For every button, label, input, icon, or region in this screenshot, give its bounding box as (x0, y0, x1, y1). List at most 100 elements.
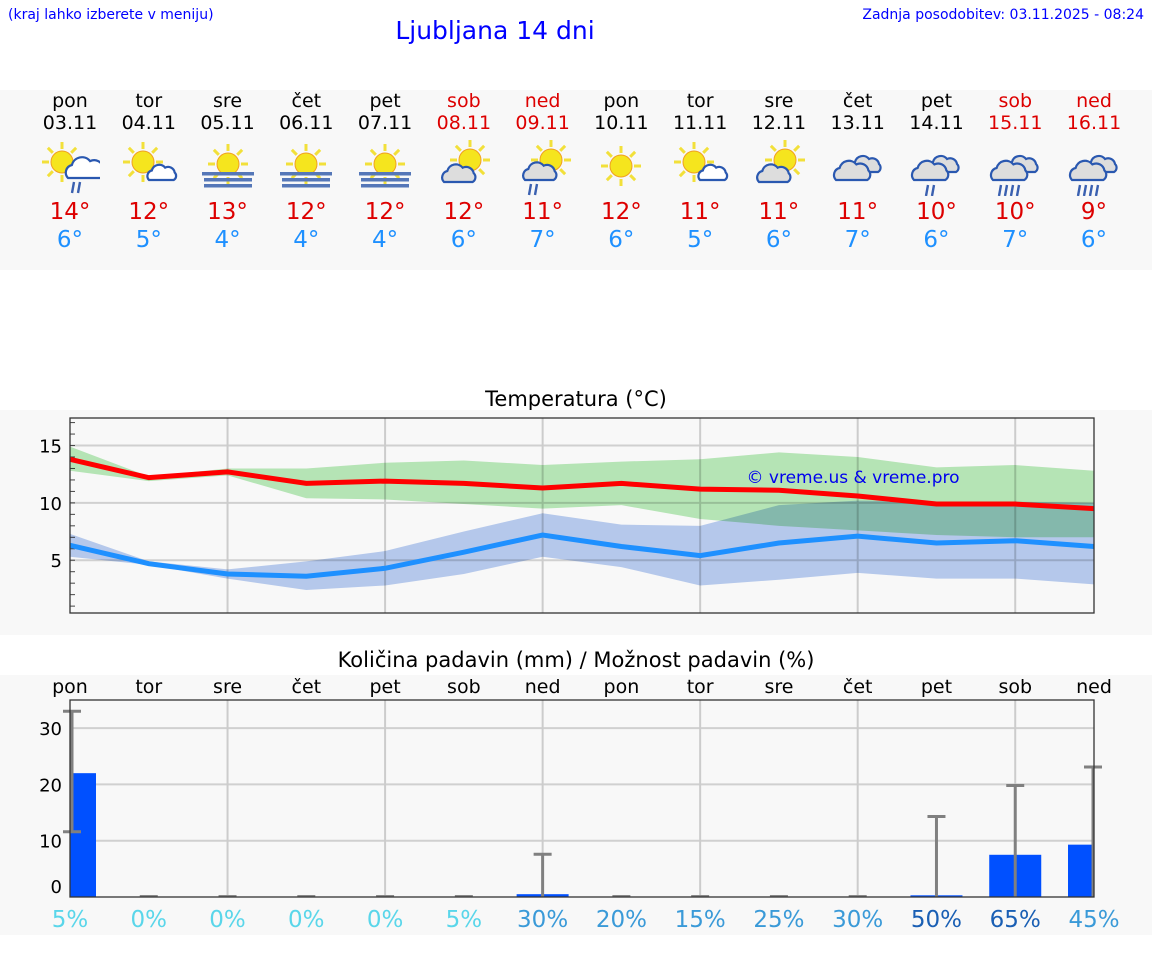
min-temperature: 6° (608, 227, 635, 253)
x-category-label: sre (764, 676, 793, 698)
sun-fog-icon (359, 144, 412, 188)
min-temperature: 7° (844, 227, 871, 253)
day-date: 15.11 (988, 112, 1043, 134)
last-update: Zadnja posodobitev: 03.11.2025 - 08:24 (862, 7, 1144, 23)
day-name: sob (447, 90, 481, 112)
min-temperature: 4° (293, 227, 320, 253)
sun-grey-cloud-icon (756, 140, 805, 184)
day-forecast: tor 11.11 11° 5° (660, 90, 740, 254)
precipitation-probability: 0% (367, 907, 404, 933)
precipitation-chart: pon tor sre čet pet sob ned pon tor sre čet pet sob n… (39, 676, 1119, 933)
day-date: 04.11 (121, 112, 176, 134)
sun-small-cloud-icon (674, 142, 729, 182)
x-category-label: čet (843, 676, 873, 698)
sun-grey-cloud-icon (440, 140, 490, 184)
day-date: 16.11 (1066, 112, 1122, 134)
sun-cloud-rain-icon (42, 142, 100, 194)
max-temperature: 14° (49, 199, 91, 225)
min-temperature: 6° (923, 227, 950, 253)
max-temperature: 12° (443, 199, 485, 225)
watermark: © vreme.us & vreme.pro (746, 468, 959, 488)
max-temperature: 11° (522, 199, 563, 225)
day-date: 07.11 (357, 112, 413, 134)
temperature-chart-title: Temperatura (°C) (485, 387, 667, 411)
precipitation-probability: 20% (596, 907, 647, 933)
sun-grey-cloud-rain-icon (521, 140, 571, 196)
min-temperature-range-band (70, 500, 1095, 591)
clouds-rain-icon (1068, 154, 1118, 196)
precipitation-probability: 45% (1068, 907, 1119, 933)
plot-frame (69, 699, 1095, 898)
day-date: 05.11 (200, 112, 255, 134)
day-date: 03.11 (42, 112, 98, 134)
x-category-label: tor (135, 676, 162, 698)
clouds-rain-icon (990, 154, 1039, 196)
max-temperature: 12° (600, 199, 642, 225)
precipitation-probability: 30% (832, 907, 883, 933)
day-name: sre (213, 90, 243, 112)
day-forecast: ned 16.11 9° 6° (1054, 90, 1134, 254)
day-name: čet (291, 90, 322, 112)
max-temperature: 11° (679, 199, 721, 225)
day-forecast: pon 10.11 12° 6° (581, 90, 661, 254)
day-name: ned (524, 90, 561, 112)
day-forecast: pet 14.11 10° 6° (896, 90, 976, 254)
max-temperature: 12° (128, 199, 170, 225)
day-name: pet (920, 90, 953, 112)
min-temperature: 6° (1080, 227, 1108, 253)
day-name: pet (369, 90, 401, 112)
day-name: sre (764, 90, 794, 112)
min-temperature: 5° (135, 227, 162, 253)
day-name: tor (686, 90, 714, 112)
max-temperature-line (69, 456, 1095, 512)
sun-fog-icon (280, 144, 333, 188)
forecast-panel: pon 03.11 14° 6° tor 04.11 12° 5° sre 05.1… (0, 90, 1152, 270)
day-forecast: pon 03.11 14° 6° (30, 90, 110, 254)
precipitation-bar (70, 773, 96, 897)
sun-small-cloud-icon (122, 142, 177, 182)
max-temperature: 10° (916, 199, 957, 225)
x-category-label: sre (213, 676, 242, 698)
sun-icon (601, 146, 642, 186)
x-category-label: sob (447, 676, 481, 698)
min-temperature: 6° (450, 227, 477, 253)
x-category-label: pon (52, 676, 88, 698)
x-category-label: ned (1076, 676, 1112, 698)
day-name: sob (998, 90, 1033, 112)
max-temperature: 12° (285, 199, 327, 225)
y-tick-label: 15 (39, 437, 62, 458)
max-temperature: 13° (207, 199, 248, 225)
max-temperature: 11° (758, 199, 800, 225)
day-name: tor (135, 90, 163, 112)
max-temperature: 12° (364, 199, 406, 225)
day-forecast: sob 15.11 10° 7° (975, 90, 1055, 254)
precipitation-probability: 0% (131, 907, 168, 933)
y-tick-label: 30 (39, 719, 62, 740)
day-forecast: čet 06.11 12° 4° (266, 90, 346, 254)
x-category-label: pet (369, 676, 400, 698)
precipitation-probability: 30% (517, 907, 568, 933)
day-date: 13.11 (830, 112, 885, 134)
day-date: 12.11 (751, 112, 807, 134)
min-temperature: 4° (372, 227, 399, 253)
day-forecast: sob 08.11 12° 6° (424, 90, 504, 254)
day-date: 10.11 (594, 112, 649, 134)
min-temperature: 7° (529, 227, 556, 253)
day-forecast: čet 13.11 11° 7° (818, 90, 898, 254)
max-temperature: 11° (837, 199, 879, 225)
y-tick-label: 20 (39, 775, 62, 796)
day-forecast: sre 12.11 11° 6° (739, 90, 819, 254)
y-tick-label: 10 (39, 494, 62, 515)
min-temperature: 7° (1002, 227, 1029, 253)
min-temperature: 6° (765, 227, 792, 253)
city-menu-hint: (kraj lahko izberete v meniju) (8, 7, 214, 23)
y-tick-label: 10 (39, 832, 62, 853)
y-tick-label: 0 (51, 877, 62, 898)
x-category-label: tor (687, 676, 714, 698)
day-name: pon (603, 90, 640, 112)
sun-fog-icon (201, 144, 254, 188)
x-category-label: čet (292, 676, 322, 698)
temperature-chart-panel: 5 10 15 © vreme.us & vreme.pro (0, 410, 1152, 635)
min-temperature-line (69, 532, 1095, 579)
plot-frame (69, 417, 1095, 614)
